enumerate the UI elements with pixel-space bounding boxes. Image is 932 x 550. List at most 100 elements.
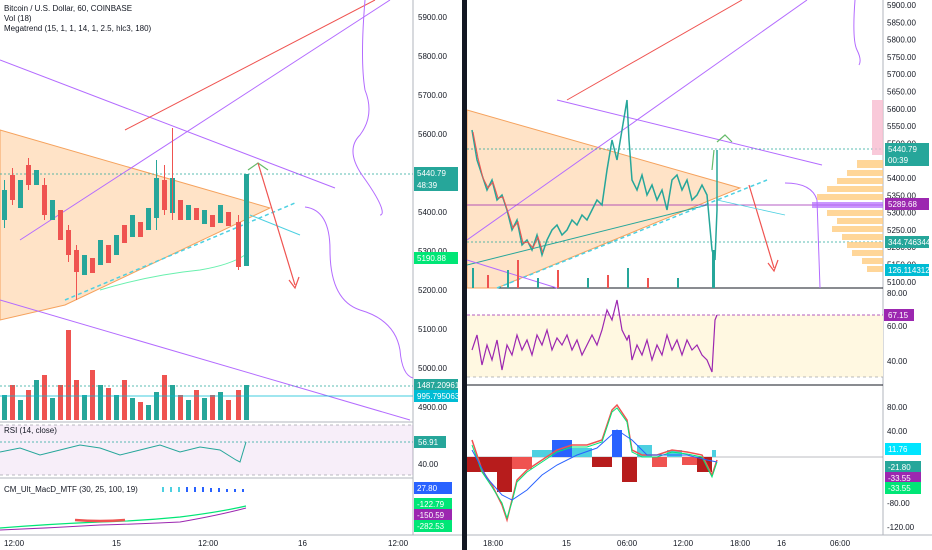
right-rsi-tick: 80.00 [887, 289, 908, 298]
right-price-label-bg [885, 236, 929, 248]
left-price-label: 1487.209614 [417, 381, 462, 390]
right-price-label-bg [885, 154, 929, 166]
left-time-axis[interactable]: 12:00 15 12:00 16 12:00 [4, 539, 409, 548]
right-cyan-line [716, 199, 786, 216]
right-price-label: 00:39 [888, 156, 909, 165]
macd-indicator-label[interactable]: CM_Ult_MacD_MTF (30, 25, 100, 19) [4, 485, 138, 494]
right-price-tick: 5550.00 [887, 122, 916, 131]
left-price-label-bg [414, 167, 458, 179]
right-chart-panel[interactable]: 5900.00 5850.00 5800.00 5750.00 5700.00 5650.… [467, 0, 932, 550]
left-macd-value-bg [414, 509, 452, 521]
right-support-line [467, 204, 708, 266]
left-time-tick: 12:00 [4, 539, 25, 548]
left-candles [2, 128, 249, 300]
right-price-tick: 5650.00 [887, 88, 916, 97]
left-price-tick: 5000.00 [418, 364, 447, 373]
left-megatrend-mid [99, 254, 246, 291]
right-price-labels: 5440.79 00:39 5289.68 344.746344 126.114312 [885, 143, 931, 276]
rsi-indicator-label[interactable]: RSI (14, close) [4, 426, 57, 435]
left-price-tick: 5200.00 [418, 286, 447, 295]
left-macd-value: -122.79 [417, 500, 445, 509]
right-price-tick: 5900.00 [887, 1, 916, 10]
right-channel-upper [556, 99, 823, 166]
left-channel-line-upper [0, 59, 336, 189]
left-price-axis-bg [413, 0, 462, 535]
right-price-tick: 5250.00 [887, 226, 916, 235]
right-rsi-axis[interactable]: 80.00 60.00 40.00 [887, 289, 908, 366]
right-price-tick: 5350.00 [887, 191, 916, 200]
left-macd-value-bg [414, 482, 452, 494]
left-macd-value-bg [414, 520, 452, 532]
panel-divider[interactable] [462, 0, 467, 550]
right-macd-green-line [471, 407, 718, 520]
right-price-tick: 5600.00 [887, 105, 916, 114]
right-time-tick: 16 [777, 539, 786, 548]
right-macd-tick: -120.00 [887, 523, 915, 532]
left-channel-line-rising [19, 0, 391, 241]
left-price-label-bg [414, 379, 458, 391]
right-price-tick: 5750.00 [887, 53, 916, 62]
right-macd-value-bg [885, 482, 921, 494]
left-macd-green [0, 505, 247, 529]
right-rsi-value-pill [884, 309, 914, 321]
right-price-tick: 5800.00 [887, 36, 916, 45]
left-chart-canvas[interactable]: 5900.005800.005700.005600.005500.005400.… [0, 0, 462, 550]
right-arrow-down-line [748, 184, 775, 269]
left-volume-bars [0, 330, 413, 420]
left-price-tick: 5400.00 [418, 208, 447, 217]
left-price-tick: 5800.00 [418, 52, 447, 61]
left-megatrend-upper [352, 0, 383, 216]
left-cyan-line [249, 214, 301, 236]
right-volume-profile [812, 100, 883, 272]
right-macd-value: -33.55 [888, 474, 911, 483]
right-candles-down [472, 131, 544, 254]
right-megatrend-upper [853, 0, 861, 66]
left-time-tick: 12:00 [388, 539, 409, 548]
right-time-tick: 15 [562, 539, 571, 548]
left-arrow-down-line [257, 162, 296, 286]
left-chart-panel[interactable]: 5900.005800.005700.005600.005500.005400.… [0, 0, 462, 550]
right-candles-up [471, 99, 718, 261]
left-price-labels: 5440.79 48:39 5190.88 1487.209614 995.795063 [414, 167, 462, 402]
right-megatrend-lower [784, 182, 821, 289]
left-rsi-line [0, 441, 247, 463]
right-time-tick: 12:00 [673, 539, 694, 548]
right-macd-red-line [471, 403, 718, 523]
left-price-tick: 5100.00 [418, 325, 447, 334]
left-macd-values: 27.80 -122.79 -150.59 -282.53 [414, 482, 452, 532]
left-price-label-bg [414, 390, 458, 402]
right-rsi-value: 67.15 [888, 311, 909, 320]
right-time-tick: 06:00 [830, 539, 851, 548]
right-price-tick: 5300.00 [887, 209, 916, 218]
right-chart-canvas[interactable]: 5900.00 5850.00 5800.00 5750.00 5700.00 5650.… [467, 0, 932, 550]
left-macd-purple [0, 507, 247, 531]
vol-indicator-label[interactable]: Vol (18) [4, 14, 32, 23]
left-macd-value-bg [414, 498, 452, 510]
left-price-label: 48:39 [417, 181, 438, 190]
right-macd-blue-line [471, 429, 718, 501]
right-macd-value: -33.55 [888, 484, 911, 493]
megatrend-indicator-label[interactable]: Megatrend (15, 1, 1, 14, 1, 2.5, hlc3, 1… [4, 24, 152, 33]
left-price-tick: 5900.00 [418, 13, 447, 22]
left-rsi-value: 56.91 [418, 438, 439, 447]
left-macd-value: -282.53 [417, 522, 445, 531]
left-price-label-bg [414, 179, 458, 191]
right-time-axis[interactable]: 18:00 15 06:00 12:00 18:00 16 06:00 [483, 539, 851, 548]
chart-title[interactable]: Bitcoin / U.S. Dollar, 60, COINBASE [4, 4, 133, 13]
right-red-trendline [566, 0, 743, 101]
right-macd-value-bg [885, 472, 921, 484]
left-rsi-value-pill [414, 436, 446, 448]
right-macd-values: 11.76 -21.80 -33.55-33.55 [885, 443, 921, 494]
right-price-label-bg [885, 264, 929, 276]
left-rsi-band [0, 425, 413, 475]
right-price-label-bg [885, 143, 929, 155]
left-time-tick: 15 [112, 539, 121, 548]
left-rsi-axis-40: 40.00 [418, 460, 439, 469]
right-macd-tick: 80.00 [887, 403, 908, 412]
left-macd-red [74, 518, 126, 523]
left-time-tick: 16 [298, 539, 307, 548]
left-macd-value: 27.80 [417, 484, 438, 493]
left-price-tick: 5600.00 [418, 130, 447, 139]
left-price-label: 5190.88 [417, 254, 446, 263]
right-rsi-line [471, 299, 718, 373]
